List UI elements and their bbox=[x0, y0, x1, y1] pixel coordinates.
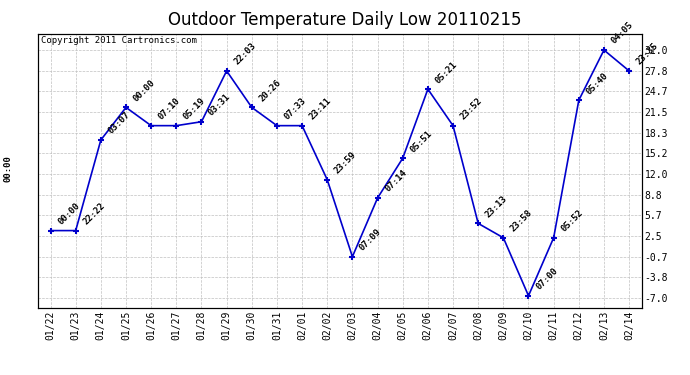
Text: 23:11: 23:11 bbox=[308, 96, 333, 122]
Text: 22:22: 22:22 bbox=[81, 201, 107, 226]
Text: Copyright 2011 Cartronics.com: Copyright 2011 Cartronics.com bbox=[41, 36, 197, 45]
Text: 05:51: 05:51 bbox=[408, 129, 433, 154]
Text: 22:03: 22:03 bbox=[232, 41, 257, 67]
Text: 00:00: 00:00 bbox=[3, 155, 13, 182]
Text: 23:59: 23:59 bbox=[333, 150, 358, 176]
Text: 05:21: 05:21 bbox=[433, 60, 459, 85]
Text: 05:40: 05:40 bbox=[584, 71, 610, 96]
Text: 05:52: 05:52 bbox=[559, 208, 584, 234]
Text: 05:19: 05:19 bbox=[182, 96, 207, 122]
Text: Outdoor Temperature Daily Low 20110215: Outdoor Temperature Daily Low 20110215 bbox=[168, 11, 522, 29]
Text: 03:31: 03:31 bbox=[207, 92, 233, 118]
Text: 07:10: 07:10 bbox=[157, 96, 182, 122]
Text: 23:35: 23:35 bbox=[635, 41, 660, 67]
Text: 20:26: 20:26 bbox=[257, 78, 283, 103]
Text: 23:13: 23:13 bbox=[484, 194, 509, 219]
Text: 23:58: 23:58 bbox=[509, 208, 534, 234]
Text: 04:05: 04:05 bbox=[609, 21, 635, 46]
Text: 07:33: 07:33 bbox=[282, 96, 308, 122]
Text: 03:07: 03:07 bbox=[106, 111, 132, 136]
Text: 00:00: 00:00 bbox=[56, 201, 81, 226]
Text: 07:09: 07:09 bbox=[358, 227, 384, 252]
Text: 07:14: 07:14 bbox=[383, 168, 408, 194]
Text: 07:00: 07:00 bbox=[534, 266, 560, 292]
Text: 23:52: 23:52 bbox=[459, 96, 484, 122]
Text: 00:00: 00:00 bbox=[132, 78, 157, 103]
